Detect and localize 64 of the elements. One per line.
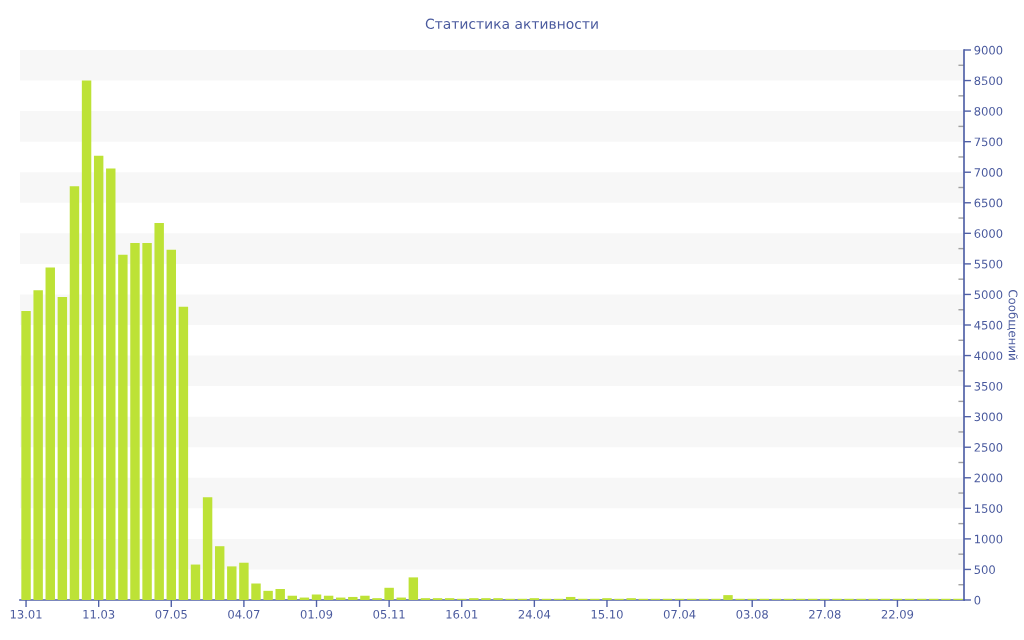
- x-tick-label: 13.01: [10, 609, 42, 619]
- bar: [93, 155, 104, 600]
- bar: [45, 267, 55, 600]
- bar: [251, 583, 261, 600]
- x-tick-label: 03.08: [736, 609, 768, 619]
- bar: [263, 590, 273, 600]
- x-tick-label: 04.07: [228, 609, 260, 619]
- y-tick-label: 7000: [974, 168, 1003, 177]
- y-tick-label: 5500: [974, 259, 1003, 269]
- y-tick-label: 5000: [974, 290, 1003, 299]
- bar: [106, 168, 116, 600]
- x-tick-label: 07.05: [155, 609, 187, 619]
- bar: [323, 595, 334, 600]
- y-tick-label: 3500: [974, 381, 1003, 391]
- bar: [723, 595, 733, 600]
- bar: [81, 80, 92, 600]
- y-axis-title: Сообщений: [1007, 289, 1018, 360]
- bar: [214, 546, 225, 600]
- x-tick-label: 22.09: [881, 609, 914, 619]
- x-tick-label: 15.10: [591, 609, 623, 619]
- bar: [130, 243, 140, 600]
- y-tick-label: 4000: [974, 351, 1003, 361]
- bar: [154, 222, 164, 600]
- bar: [239, 562, 249, 600]
- y-tick-label: 1000: [974, 534, 1003, 544]
- bar: [565, 596, 576, 600]
- x-tick-label: 05.11: [373, 609, 405, 619]
- x-tick-label: 27.08: [809, 609, 841, 619]
- chart-title: Статистика активности: [425, 18, 598, 30]
- bar: [33, 290, 43, 600]
- y-tick-label: 8500: [974, 76, 1003, 86]
- y-tick-label: 9000: [974, 45, 1003, 55]
- bar: [69, 186, 80, 600]
- bar: [178, 306, 189, 600]
- x-tick-label: 01.09: [300, 609, 333, 619]
- x-tick-label: 24.04: [518, 609, 551, 619]
- bar: [384, 587, 394, 600]
- bar: [166, 249, 176, 600]
- y-tick-label: 6000: [974, 229, 1003, 238]
- x-tick-label: 16.01: [446, 609, 478, 619]
- x-tick-label: 07.04: [663, 609, 696, 619]
- y-tick-label: 1500: [974, 504, 1003, 513]
- bar: [275, 589, 285, 600]
- y-tick-label: 4500: [974, 320, 1003, 330]
- y-tick-label: 6500: [974, 198, 1003, 208]
- bar: [202, 497, 213, 600]
- y-tick-label: 2000: [974, 473, 1003, 483]
- bar: [118, 254, 128, 600]
- bar: [408, 577, 419, 600]
- y-tick-label: 3000: [974, 412, 1003, 422]
- bar: [57, 296, 68, 600]
- bar: [287, 595, 298, 600]
- bar: [21, 310, 31, 600]
- y-tick-label: 2500: [974, 443, 1003, 452]
- y-tick-label: 7500: [974, 137, 1003, 147]
- bar: [348, 596, 358, 600]
- y-tick-label: 500: [974, 565, 995, 574]
- bar: [227, 566, 237, 600]
- y-tick-label: 8000: [974, 106, 1003, 116]
- bar: [142, 243, 152, 600]
- bar: [360, 595, 370, 600]
- y-tick-label: 0: [974, 595, 981, 605]
- x-tick-label: 11.03: [83, 609, 115, 619]
- bar: [190, 564, 201, 600]
